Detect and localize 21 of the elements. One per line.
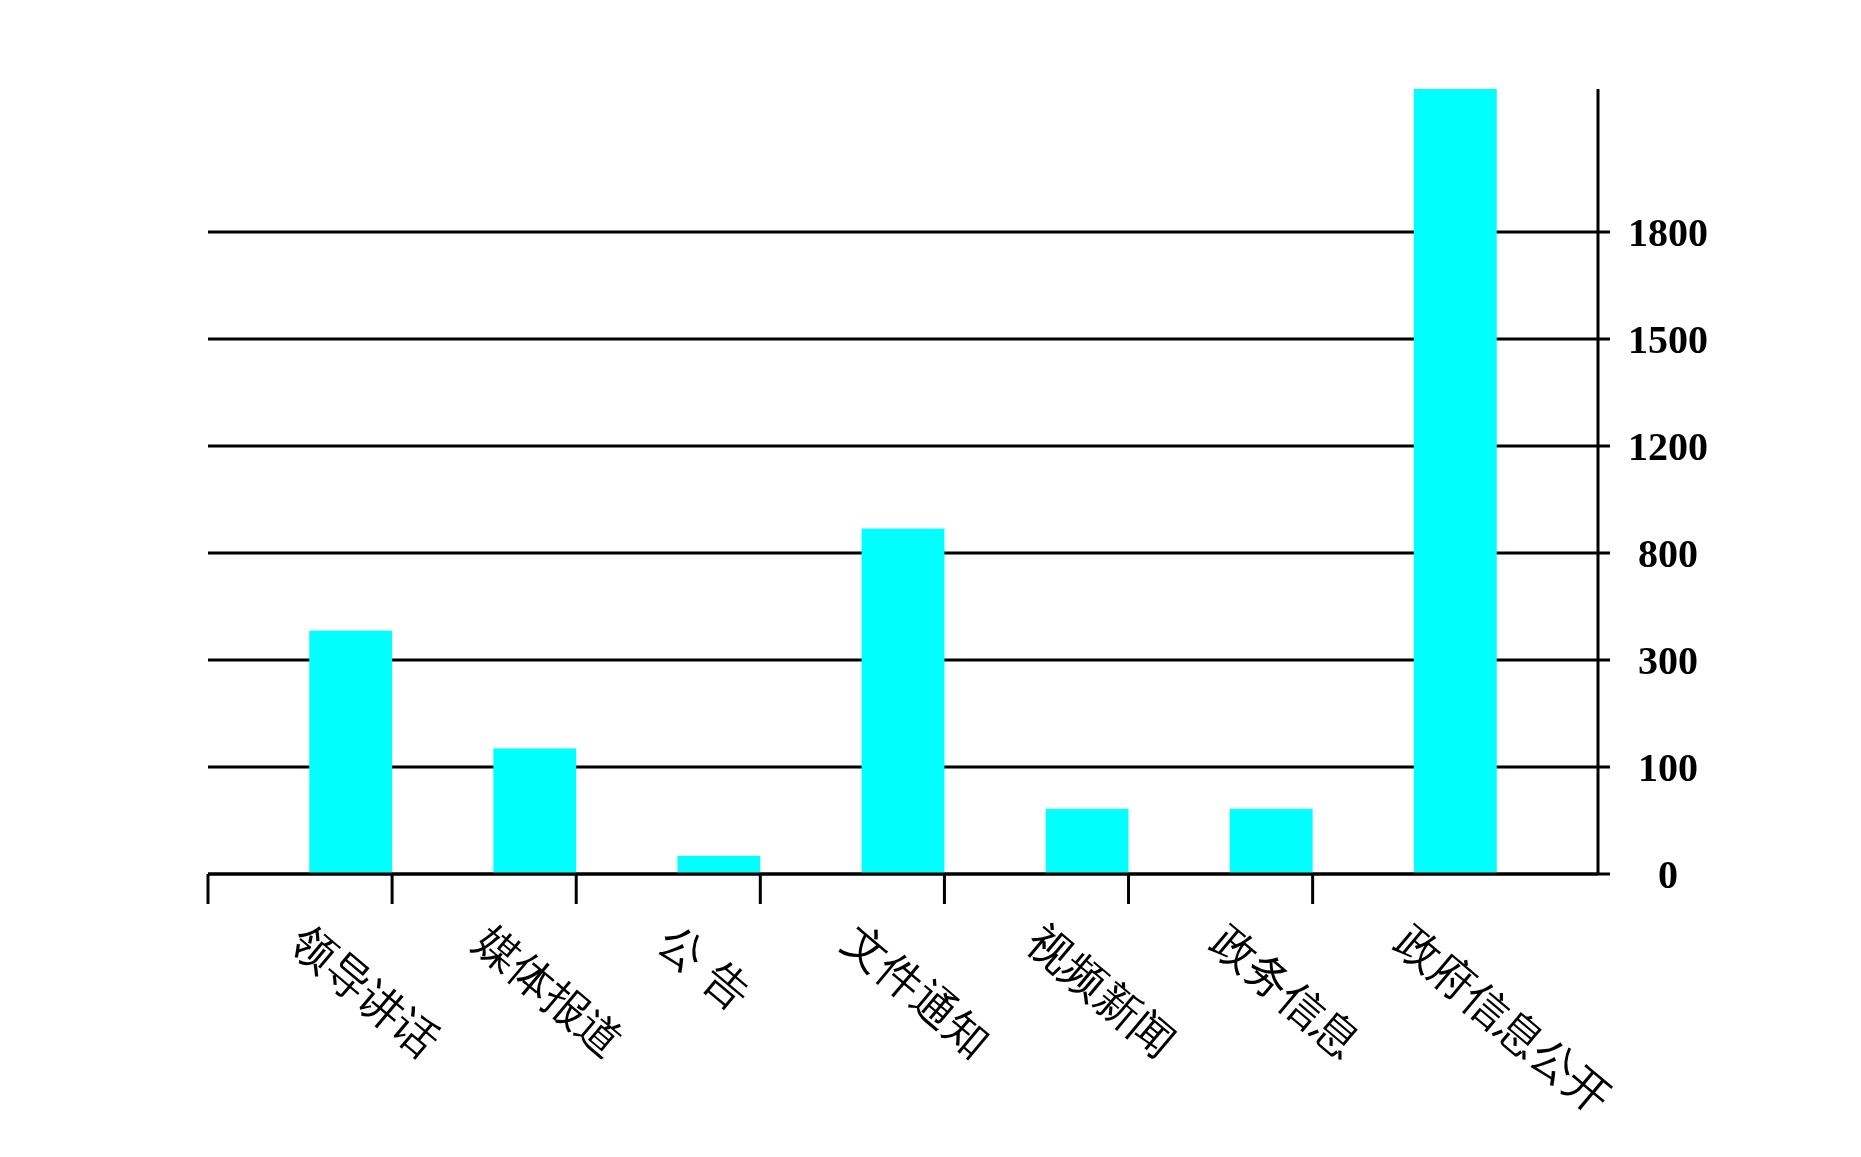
x-tick-label: 视频新闻 — [1018, 914, 1186, 1067]
bar — [1229, 808, 1313, 874]
x-tick-label: 领导讲话 — [281, 914, 450, 1067]
bar — [861, 528, 945, 874]
bar — [1045, 808, 1129, 874]
x-tick-label: 文件通知 — [833, 914, 1002, 1067]
bar — [677, 855, 761, 874]
text: 800 — [1638, 531, 1698, 576]
text: 1800 — [1628, 210, 1708, 255]
text: 300 — [1638, 638, 1698, 683]
x-tick-label: 政务信息 — [1202, 914, 1370, 1067]
text: 1200 — [1628, 424, 1708, 469]
bar — [1413, 89, 1497, 874]
x-tick-label: 公 告 — [649, 914, 761, 1020]
bar — [493, 748, 577, 874]
x-tick-label: 政府信息公开 — [1386, 914, 1622, 1124]
text: 0 — [1658, 852, 1678, 897]
text: 100 — [1638, 745, 1698, 790]
text: 1500 — [1628, 317, 1708, 362]
bar — [309, 630, 393, 874]
x-tick-label: 媒体报道 — [465, 914, 634, 1067]
